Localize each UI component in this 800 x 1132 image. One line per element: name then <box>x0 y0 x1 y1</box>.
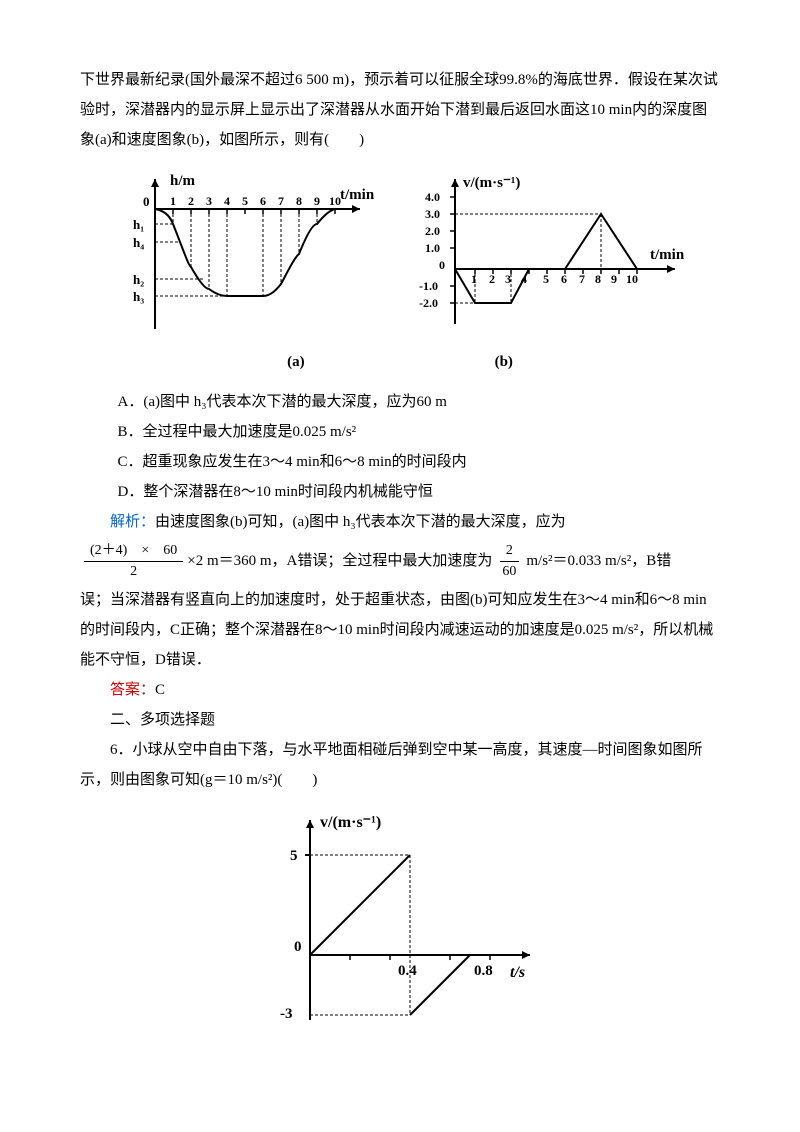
svg-text:9: 9 <box>611 272 617 286</box>
svg-text:10: 10 <box>626 272 638 286</box>
q6-ylabel: v/(m·s⁻¹) <box>320 814 381 831</box>
svg-text:2.0: 2.0 <box>425 224 440 238</box>
fa-ylabel: h/m <box>170 173 196 189</box>
svg-text:5: 5 <box>242 194 248 208</box>
figure-a: h/m t/min 0 1 2 3 4 5 6 7 8 9 10 <box>115 169 375 339</box>
svg-text:-1.0: -1.0 <box>419 279 438 293</box>
option-a: A．(a)图中 h₃代表本次下潜的最大深度，应为60 m <box>80 387 720 417</box>
caption-b: (b) <box>495 347 513 377</box>
option-d: D．整个深潜器在8～10 min时间段内机械能守恒 <box>80 477 720 507</box>
svg-text:7: 7 <box>579 272 585 286</box>
svg-text:1: 1 <box>170 194 176 208</box>
figure-row: h/m t/min 0 1 2 3 4 5 6 7 8 9 10 <box>80 169 720 339</box>
svg-text:9: 9 <box>314 194 320 208</box>
figure-captions: (a) (b) <box>80 347 720 377</box>
svg-text:8: 8 <box>296 194 302 208</box>
svg-text:6: 6 <box>561 272 567 286</box>
fraction-2: 2 60 <box>496 541 522 581</box>
analysis-tail: 误；当深潜器有竖直向上的加速度时，处于超重状态，由图(b)可知应发生在3～4 m… <box>80 585 720 675</box>
svg-text:0.4: 0.4 <box>398 963 417 979</box>
svg-text:0: 0 <box>439 258 445 272</box>
intro-text: 下世界最新纪录(国外最深不超过6 500 m)，预示着可以征服全球99.8%的海… <box>80 65 720 155</box>
fb-xlabel: t/min <box>650 247 685 263</box>
answer-label: 答案： <box>110 682 155 698</box>
svg-text:-2.0: -2.0 <box>419 296 438 310</box>
svg-text:5: 5 <box>543 272 549 286</box>
analysis-mid1: ×2 m＝360 m，A错误；全过程中最大加速度为 <box>187 551 492 572</box>
svg-text:h₁: h₁ <box>133 217 144 232</box>
svg-text:2: 2 <box>489 272 495 286</box>
svg-text:h₃: h₃ <box>133 289 144 304</box>
svg-text:h₂: h₂ <box>133 272 144 287</box>
option-b: B．全过程中最大加速度是0.025 m/s² <box>80 417 720 447</box>
analysis-line1: 解析：由速度图象(b)可知，(a)图中 h₃代表本次下潜的最大深度，应为 <box>80 507 720 537</box>
answer-value: C <box>155 682 165 698</box>
svg-text:0: 0 <box>294 939 302 955</box>
fb-ylabel: v/(m·s⁻¹) <box>463 175 520 191</box>
answer-line: 答案：C <box>80 675 720 705</box>
option-c: C．超重现象应发生在3～4 min和6～8 min的时间段内 <box>80 447 720 477</box>
svg-text:0.8: 0.8 <box>474 963 493 979</box>
fa-xlabel: t/min <box>340 187 375 203</box>
svg-text:8: 8 <box>595 272 601 286</box>
figure-b: v/(m·s⁻¹) t/min 4.0 3.0 2.0 1.0 0 -1.0 -… <box>405 169 685 339</box>
section-2-title: 二、多项选择题 <box>80 705 720 735</box>
question-6-figure: v/(m·s⁻¹) t/s 5 0 -3 0.4 0.8 <box>80 805 720 1035</box>
svg-text:7: 7 <box>278 194 284 208</box>
fa-xticks: 1 2 3 4 5 6 7 8 9 10 <box>170 194 341 214</box>
svg-text:-3: -3 <box>280 1006 293 1022</box>
q6-xlabel: t/s <box>510 964 525 981</box>
svg-text:3.0: 3.0 <box>425 207 440 221</box>
svg-text:0: 0 <box>143 194 150 209</box>
question-6-text: 6．小球从空中自由下落，与水平地面相碰后弹到空中某一高度，其速度—时间图象如图所… <box>80 735 720 795</box>
svg-text:6: 6 <box>260 194 266 208</box>
svg-text:4: 4 <box>224 194 230 208</box>
svg-text:1: 1 <box>471 272 477 286</box>
svg-text:3: 3 <box>206 194 212 208</box>
analysis-label: 解析： <box>110 514 155 530</box>
svg-text:10: 10 <box>329 194 341 208</box>
svg-text:2: 2 <box>188 194 194 208</box>
svg-text:3: 3 <box>505 272 511 286</box>
svg-text:5: 5 <box>290 848 298 864</box>
svg-text:1.0: 1.0 <box>425 241 440 255</box>
svg-text:4.0: 4.0 <box>425 190 440 204</box>
analysis-calc: (2＋4) × 60 2 ×2 m＝360 m，A错误；全过程中最大加速度为 2… <box>80 541 720 581</box>
analysis-prefix: 由速度图象(b)可知，(a)图中 h₃代表本次下潜的最大深度，应为 <box>155 514 566 530</box>
analysis-mid2: m/s²＝0.033 m/s²，B错 <box>526 551 671 572</box>
fraction-1: (2＋4) × 60 2 <box>84 541 183 581</box>
caption-a: (a) <box>287 347 305 377</box>
svg-text:h₄: h₄ <box>133 235 144 250</box>
